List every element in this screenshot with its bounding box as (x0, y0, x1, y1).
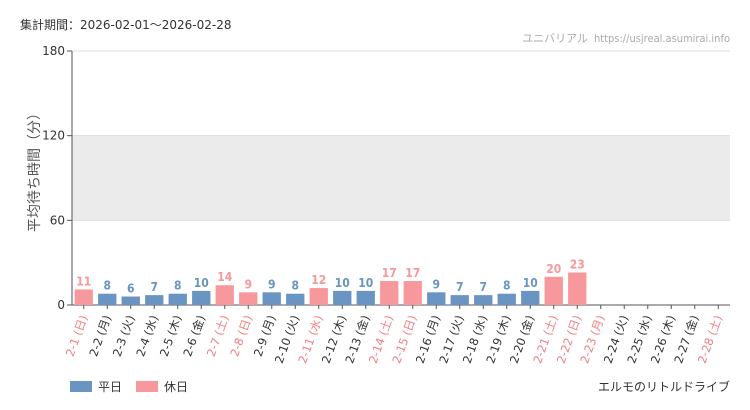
bar-value-label: 7 (456, 280, 464, 294)
bar-value-label: 8 (291, 279, 299, 293)
site-credit: ユニバリアル https://usjreal.asumirai.info (516, 30, 730, 46)
y-tick-label: 0 (57, 298, 65, 312)
y-tick-label: 180 (42, 44, 65, 58)
y-tick-label: 120 (42, 129, 65, 143)
bar-value-label: 7 (479, 280, 487, 294)
bar-value-label: 17 (382, 266, 397, 280)
bar (544, 276, 563, 305)
bar (168, 293, 187, 305)
bar (74, 289, 93, 305)
bar-value-label: 9 (432, 277, 440, 291)
bar (309, 288, 328, 305)
site-url: https://usjreal.asumirai.info (594, 32, 730, 45)
bar-value-label: 9 (244, 277, 252, 291)
bar (356, 290, 375, 305)
bar (521, 290, 540, 305)
bar-value-label: 11 (76, 274, 91, 288)
bar (333, 290, 352, 305)
attraction-name: エルモのリトルドライブ (597, 380, 730, 394)
bar-value-label: 23 (570, 258, 585, 272)
bar-value-label: 10 (523, 276, 538, 290)
bar-value-label: 10 (335, 276, 350, 290)
legend: 平日 休日 (70, 378, 188, 395)
bar (286, 293, 305, 305)
bar (239, 292, 258, 305)
bar (380, 281, 399, 305)
legend-item-weekday[interactable]: 平日 (70, 378, 122, 395)
bar (262, 292, 281, 305)
bar (192, 290, 211, 305)
bar-value-label: 8 (503, 279, 511, 293)
bar (215, 285, 234, 305)
bar-value-label: 9 (268, 277, 276, 291)
bar-value-label: 12 (311, 273, 326, 287)
bar (497, 293, 516, 305)
bar-value-label: 17 (405, 266, 420, 280)
bar-value-label: 8 (174, 279, 182, 293)
collection-period: 集計期間：2026-02-01〜2026-02-28 (20, 18, 232, 32)
legend-item-holiday[interactable]: 休日 (136, 378, 188, 395)
legend-label-holiday: 休日 (164, 380, 189, 394)
bar-value-label: 20 (546, 262, 561, 276)
bar (403, 281, 422, 305)
bar-value-label: 8 (103, 279, 111, 293)
bar (568, 272, 587, 305)
bar-value-label: 10 (358, 276, 373, 290)
bar-value-label: 14 (217, 270, 233, 284)
bar (121, 296, 140, 305)
legend-label-weekday: 平日 (98, 380, 123, 394)
bar (145, 295, 164, 305)
bar (427, 292, 446, 305)
bar (98, 293, 117, 305)
legend-swatch-holiday (136, 381, 159, 392)
legend-swatch-weekday (70, 381, 92, 392)
bar-value-label: 10 (194, 276, 209, 290)
grid-band (72, 135, 730, 221)
site-name: ユニバリアル (522, 32, 588, 45)
bar (474, 295, 493, 305)
bar-value-label: 7 (150, 280, 158, 294)
y-tick-label: 60 (50, 213, 65, 227)
bar (450, 295, 469, 305)
bar-value-label: 6 (127, 282, 135, 296)
